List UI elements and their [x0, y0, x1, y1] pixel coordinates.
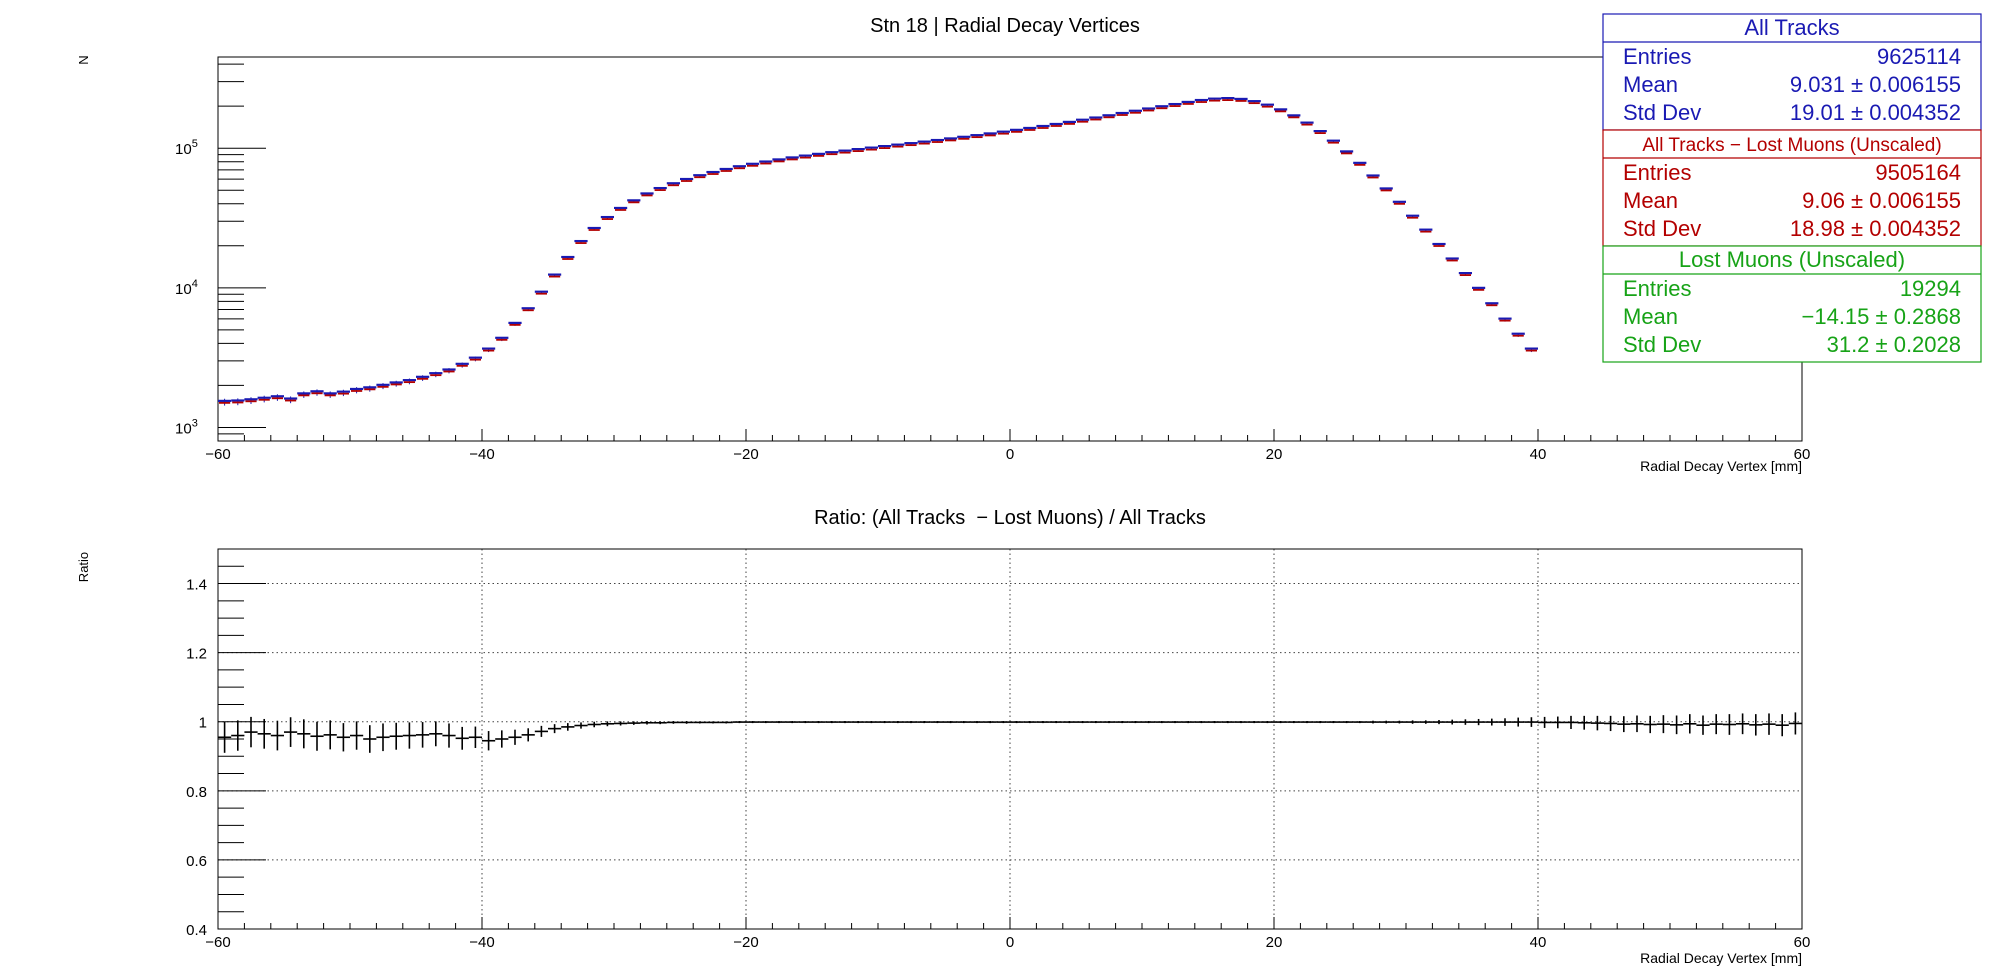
stats-row-value: 9625114: [1877, 44, 1961, 69]
x-tick-label: 20: [1266, 446, 1283, 463]
x-tick-label: −20: [733, 934, 758, 951]
x-tick-label: −20: [733, 446, 758, 463]
ratio-y-tick-labels: 0.4 0.6 0.8 1 1.2 1.4: [186, 577, 207, 939]
stats-box: [1602, 129, 1982, 247]
ratio-title: Ratio: (All Tracks − Lost Muons) / All T…: [814, 507, 1206, 529]
stats-row-label: Std Dev: [1623, 332, 1701, 357]
stats-row-label: Mean: [1623, 188, 1678, 213]
x-tick-label: −40: [469, 446, 494, 463]
stats-box: [1602, 245, 1982, 363]
x-tick-label: −60: [205, 446, 230, 463]
histogram-x-label: Radial Decay Vertex [mm]: [1640, 458, 1802, 474]
x-tick-label: −40: [469, 934, 494, 951]
x-tick-label: 40: [1530, 446, 1547, 463]
stats-box-title: All Tracks: [1744, 15, 1839, 40]
histogram-title: Stn 18 | Radial Decay Vertices: [870, 15, 1140, 37]
stats-row-value: 19294: [1900, 276, 1961, 301]
stats-row-label: Entries: [1623, 44, 1691, 69]
histogram-x-tick-labels: −60 −40 −20 0 20 40 60: [205, 446, 1810, 463]
histogram-data: [218, 97, 1538, 406]
stats-row-value: −14.15 ± 0.2868: [1802, 304, 1962, 329]
stats-row-value: 31.2 ± 0.2028: [1827, 332, 1961, 357]
stats-row-label: Entries: [1623, 276, 1691, 301]
stats-row-value: 19.01 ± 0.004352: [1790, 100, 1961, 125]
stats-row-value: 18.98 ± 0.004352: [1790, 216, 1961, 241]
x-tick-label: 60: [1794, 446, 1811, 463]
x-tick-label: 60: [1794, 934, 1811, 951]
stats-row-label: Std Dev: [1623, 216, 1701, 241]
stats-row-label: Std Dev: [1623, 100, 1701, 125]
ratio-x-tick-labels: −60 −40 −20 0 20 40 60: [205, 934, 1810, 951]
stats-row-label: Mean: [1623, 304, 1678, 329]
ratio-x-label: Radial Decay Vertex [mm]: [1640, 950, 1802, 966]
y-tick-label: 1.2: [186, 646, 207, 663]
ratio-data: [218, 712, 1802, 753]
histogram-y-tick-labels: 103 104 105: [175, 138, 198, 437]
ratio-y-label: Ratio: [76, 552, 91, 582]
stats-legend: All Tracks Entries 9625114 Mean 9.031 ± 0.00…: [1602, 13, 1982, 363]
y-tick-label: 1: [199, 715, 207, 732]
ratio-axis-ticks: [217, 548, 1803, 930]
y-tick-label: 1.4: [186, 577, 207, 594]
histogram-frame: [217, 56, 1803, 442]
y-tick-label: 103: [175, 417, 198, 437]
histogram-y-label: N: [76, 55, 91, 64]
y-tick-label: 105: [175, 138, 198, 158]
x-tick-label: −60: [205, 934, 230, 951]
x-tick-label: 20: [1266, 934, 1283, 951]
stats-row-label: Entries: [1623, 160, 1691, 185]
stats-box-title: All Tracks − Lost Muons (Unscaled): [1642, 135, 1941, 156]
y-tick-label: 0.6: [186, 853, 207, 870]
stats-row-value: 9.06 ± 0.006155: [1802, 188, 1961, 213]
stats-box: [1602, 13, 1982, 131]
x-tick-label: 40: [1530, 934, 1547, 951]
stats-row-value: 9505164: [1875, 160, 1961, 185]
y-tick-label: 0.8: [186, 784, 207, 801]
stats-row-value: 9.031 ± 0.006155: [1790, 72, 1961, 97]
y-tick-label: 104: [175, 278, 198, 298]
stats-box-title: Lost Muons (Unscaled): [1679, 247, 1905, 272]
histogram-axis-ticks: [217, 63, 1803, 442]
x-tick-label: 0: [1006, 446, 1014, 463]
stats-row-label: Mean: [1623, 72, 1678, 97]
y-tick-label: 0.4: [186, 922, 207, 939]
x-tick-label: 0: [1006, 934, 1014, 951]
